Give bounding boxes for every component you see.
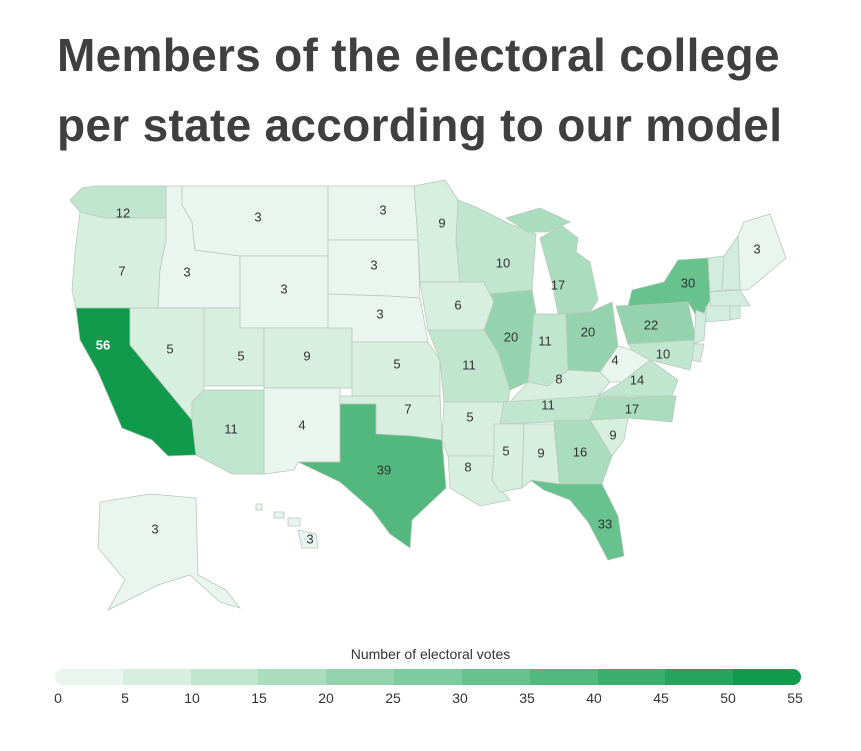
state-label-ca: 56 [96,337,110,352]
state-label-md: 10 [656,346,670,361]
legend-title: Number of electoral votes [350,646,511,662]
state-label-mi: 17 [551,277,565,292]
state-label-wa: 12 [116,205,130,220]
legend-ticks: 0 5 10 15 20 25 30 35 40 45 50 55 [0,690,861,710]
legend-tick: 35 [519,690,535,706]
state-label-me: 3 [753,241,760,256]
state-label-nc: 17 [625,401,639,416]
state-label-ne: 3 [376,306,383,321]
state-nh [721,234,741,291]
state-label-ny: 30 [681,275,695,290]
state-label-wv: 4 [611,352,618,367]
legend-tick: 5 [121,690,129,706]
legend-tick: 40 [586,690,602,706]
legend-swatch-5 [394,669,462,685]
legend-swatch-2 [190,669,259,685]
state-label-sd: 3 [370,257,377,272]
legend-swatch-3 [258,669,327,685]
state-vt [707,255,725,293]
state-ma [709,289,751,307]
state-label-va: 14 [630,372,644,387]
legend-swatch-6 [461,669,530,685]
state-ks [351,341,441,397]
state-label-wy: 3 [280,281,287,296]
state-ga [553,419,613,485]
legend-tick: 55 [787,690,803,706]
legend-tick: 30 [452,690,468,706]
state-va [596,359,679,397]
legend-tick: 25 [385,690,401,706]
state-label-mn: 9 [438,215,445,230]
state-label-il: 20 [504,329,518,344]
legend-tick: 45 [653,690,669,706]
state-label-pa: 22 [644,317,658,332]
state-label-la: 8 [464,459,471,474]
state-label-az: 11 [224,421,238,436]
state-label-ga: 16 [573,444,587,459]
legend-swatch-10 [733,669,801,685]
state-label-ok: 7 [404,401,411,416]
page-title: Members of the electoral college per sta… [57,29,783,151]
legend-tick: 20 [318,690,334,706]
state-label-ar: 5 [466,409,473,424]
state-label-co: 9 [303,348,310,363]
state-label-or: 7 [118,263,125,278]
state-ct [705,305,731,323]
state-label-ut: 5 [237,348,244,363]
state-label-al: 9 [537,445,544,460]
state-il [483,289,537,391]
state-fl [529,479,625,561]
state-label-hi: 3 [306,531,313,546]
legend-swatch-9 [665,669,734,685]
state-or [71,211,167,309]
state-label-nd: 3 [379,202,386,217]
state-label-ms: 5 [502,443,509,458]
state-mi [505,207,599,315]
state-label-tx: 39 [377,462,391,477]
state-me [737,213,787,291]
state-label-ak: 3 [151,521,158,536]
legend-swatch-0 [55,669,123,685]
state-de [691,343,705,363]
state-tx [297,403,447,549]
state-label-fl: 33 [598,516,612,531]
legend-tick: 50 [720,690,736,706]
legend-tick: 15 [251,690,267,706]
legend-color-scale [55,669,801,685]
legend-swatch-7 [529,669,598,685]
state-label-oh: 20 [581,324,595,339]
state-md [627,339,697,371]
state-label-ky: 8 [555,371,562,386]
state-label-in: 11 [538,333,552,348]
state-ak [97,493,242,611]
state-label-sc: 9 [609,427,616,442]
legend-swatch-1 [122,669,191,685]
state-label-nm: 4 [298,417,305,432]
state-label-mt: 3 [254,209,261,224]
us-map: 1275635335119433357399611581020171120811… [69,179,787,611]
state-label-ks: 5 [393,356,400,371]
state-label-id: 3 [183,264,190,279]
state-label-nv: 5 [166,341,173,356]
state-hi [255,503,319,549]
state-label-mo: 11 [462,357,476,372]
state-ri [729,305,741,321]
state-nd [327,185,419,241]
state-nj [693,309,707,345]
legend-tick: 0 [54,690,62,706]
state-label-ia: 6 [454,297,461,312]
state-label-wi: 10 [496,255,510,270]
legend-swatch-8 [597,669,666,685]
state-label-tn: 11 [541,397,555,412]
legend-swatch-4 [326,669,395,685]
legend-tick: 10 [184,690,200,706]
